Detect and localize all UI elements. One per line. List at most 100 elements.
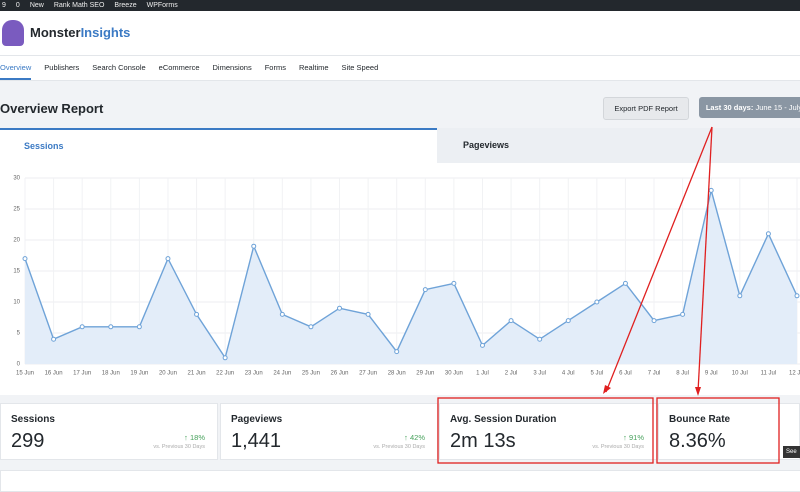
x-tick-label: 20 Jun — [159, 371, 177, 377]
nav-tab[interactable]: Search Console — [92, 63, 146, 72]
tooltip: See — [783, 446, 800, 458]
x-tick-label: 11 Jul — [761, 371, 777, 377]
point — [308, 324, 314, 330]
x-tick-label: 15 Jun — [16, 371, 34, 377]
point — [394, 349, 400, 355]
date-range[interactable]: Last 30 days: June 15 - July — [699, 97, 800, 118]
x-tick-label: 23 Jun — [245, 371, 263, 377]
nav-tab[interactable]: Site Speed — [341, 63, 379, 72]
point — [765, 231, 771, 237]
sessions-tab[interactable]: Sessions — [0, 128, 437, 163]
x-tick-label: 29 Jun — [416, 371, 434, 377]
y-tick-label: 5 — [17, 331, 21, 337]
point — [165, 256, 171, 262]
admin-bar: 9 0 New Rank Math SEO Breeze WPForms — [0, 0, 800, 11]
nav-tab[interactable]: Forms — [264, 63, 286, 72]
x-tick-label: 7 Jul — [648, 371, 661, 377]
nav-tab[interactable]: Overview — [0, 56, 32, 80]
range-label: Last 30 days: — [705, 103, 754, 112]
point — [622, 280, 628, 286]
point — [136, 324, 142, 330]
x-tick-label: 5 Jul — [591, 371, 604, 377]
stat-note: vs. Previous 30 Days — [153, 444, 205, 450]
y-tick-label: 0 — [17, 362, 21, 368]
area — [25, 190, 797, 364]
stat-label: Avg. Session Duration — [450, 414, 557, 425]
new[interactable]: New — [29, 2, 44, 9]
stat-card: Pageviews 1,441 ↑ 42% vs. Previous 30 Days — [220, 403, 438, 460]
point — [479, 342, 485, 348]
admin-item[interactable]: WPForms — [146, 2, 178, 9]
stat-card: Sessions 299 ↑ 18% vs. Previous 30 Days — [0, 403, 218, 460]
point — [737, 293, 743, 299]
point — [794, 293, 800, 299]
x-tick-label: 25 Jun — [302, 371, 320, 377]
logo-text: Insights — [80, 25, 131, 40]
y-tick-label: 15 — [13, 269, 20, 275]
x-tick-label: 27 Jun — [359, 371, 377, 377]
x-tick-label: 9 Jul — [705, 371, 718, 377]
report-title: Overview Report — [0, 101, 104, 116]
stat-card: Bounce Rate 8.36% — [658, 403, 800, 460]
stat-change: ↑ 91% — [623, 433, 644, 442]
point — [680, 311, 686, 317]
nav-tab[interactable]: eCommerce — [158, 63, 200, 72]
point — [594, 299, 600, 305]
point — [537, 336, 543, 342]
pageviews-tab[interactable]: Pageviews — [437, 128, 800, 163]
point — [279, 311, 285, 317]
panel — [0, 470, 800, 492]
stat-note: vs. Previous 30 Days — [373, 444, 425, 450]
x-tick-label: 4 Jul — [562, 371, 575, 377]
change: 91% — [628, 433, 644, 442]
x-tick-label: 17 Jun — [73, 371, 91, 377]
y-tick-label: 20 — [13, 238, 20, 244]
x-tick-label: 12 Jul — [789, 371, 800, 377]
x-tick-label: 6 Jul — [619, 371, 632, 377]
x-tick-label: 30 Jun — [445, 371, 463, 377]
range: June 15 - July — [755, 103, 800, 112]
point — [422, 287, 428, 293]
point — [251, 243, 257, 249]
y-tick-label: 10 — [13, 300, 20, 306]
admin-item[interactable]: Rank Math SEO — [53, 2, 105, 9]
comments[interactable]: 0 — [15, 2, 20, 9]
updates[interactable]: 9 — [2, 2, 6, 9]
admin-item[interactable]: Breeze — [114, 2, 137, 9]
x-tick-label: 22 Jun — [216, 371, 234, 377]
x-tick-label: 19 Jun — [130, 371, 148, 377]
x-tick-label: 28 Jun — [388, 371, 406, 377]
nav-tab[interactable]: Publishers — [44, 63, 80, 72]
nav-tab[interactable]: Realtime — [298, 63, 329, 72]
x-tick-label: 21 Jun — [188, 371, 206, 377]
stat-card: Avg. Session Duration 2m 13s ↑ 91% vs. Prev… — [439, 403, 657, 460]
stat-value: 2m 13s — [450, 430, 516, 452]
stat-change: ↑ 18% — [184, 433, 205, 442]
x-tick-label: 1 Jul — [476, 371, 489, 377]
change: 42% — [409, 433, 425, 442]
point — [108, 324, 114, 330]
export-button[interactable]: Export PDF Report — [603, 97, 689, 120]
stat-value: 8.36% — [669, 430, 726, 452]
point — [708, 187, 714, 193]
nav-tab[interactable]: Dimensions — [212, 63, 252, 72]
stat-change: ↑ 42% — [404, 433, 425, 442]
nav: Overview Publishers Search Console eCommerc… — [0, 56, 800, 81]
point — [365, 311, 371, 317]
x-tick-label: 10 Jul — [732, 371, 748, 377]
logo-icon — [2, 20, 24, 46]
stat-label: Pageviews — [231, 414, 283, 425]
point — [565, 318, 571, 324]
point — [51, 336, 57, 342]
stat-value: 299 — [11, 430, 45, 452]
stat-label: Sessions — [11, 414, 55, 425]
x-tick-label: 3 Jul — [533, 371, 546, 377]
logo[interactable]: MonsterInsights — [30, 25, 130, 40]
point — [337, 305, 343, 311]
x-tick-label: 2 Jul — [505, 371, 518, 377]
x-tick-label: 16 Jun — [45, 371, 63, 377]
x-tick-label: 26 Jun — [331, 371, 349, 377]
x-tick-label: 24 Jun — [273, 371, 291, 377]
y-tick-label: 30 — [13, 176, 20, 182]
